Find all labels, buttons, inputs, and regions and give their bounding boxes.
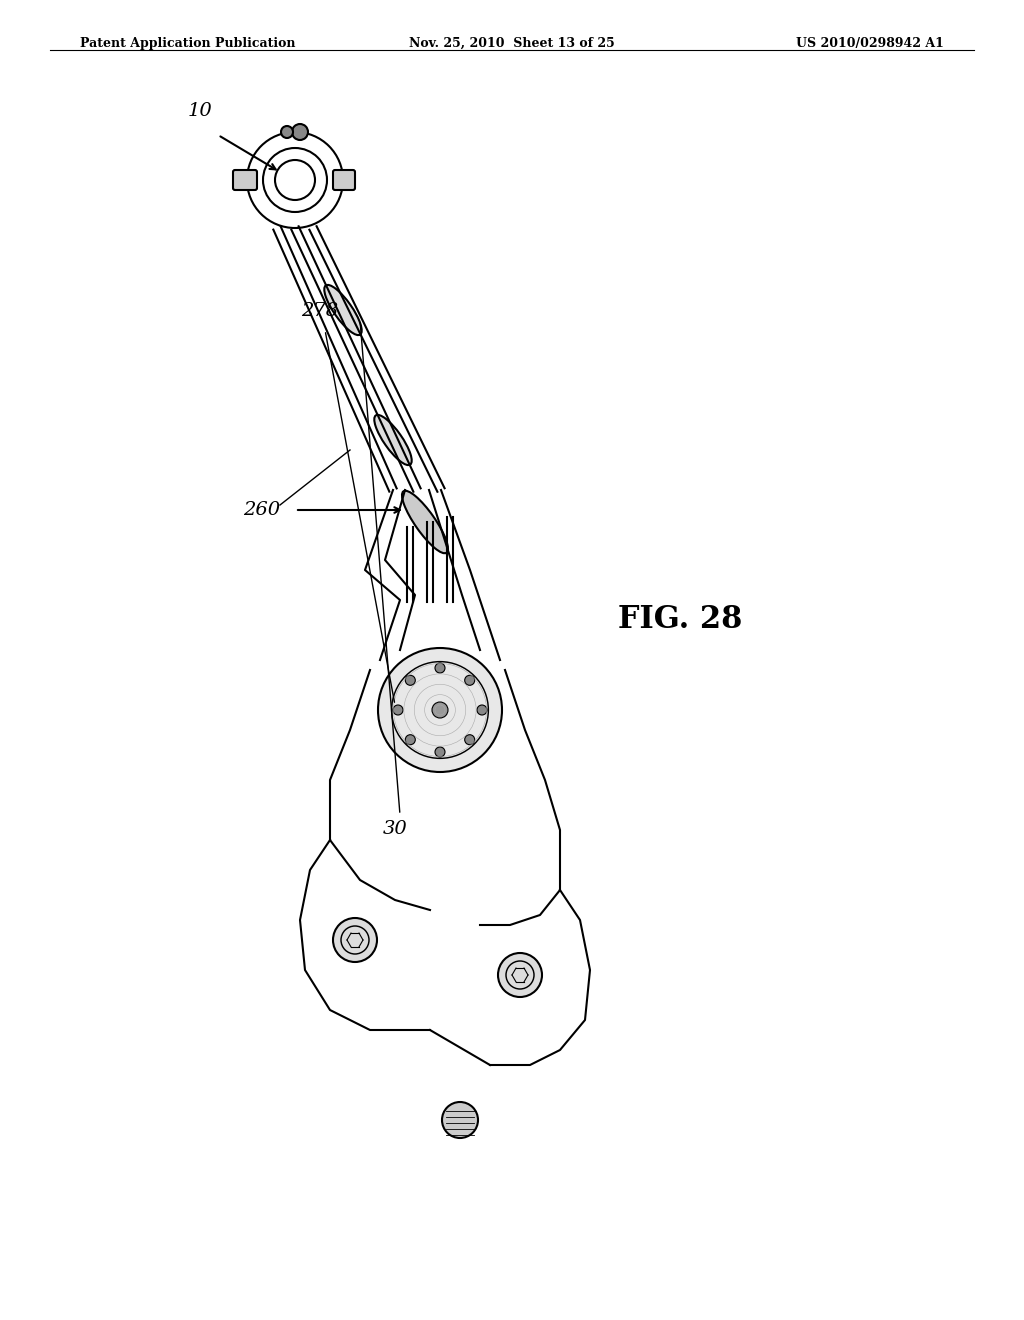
Circle shape (292, 124, 308, 140)
Text: 278: 278 (301, 302, 339, 319)
Circle shape (333, 917, 377, 962)
Circle shape (465, 735, 475, 744)
Circle shape (406, 676, 416, 685)
Text: Patent Application Publication: Patent Application Publication (80, 37, 296, 50)
Ellipse shape (375, 414, 412, 465)
Ellipse shape (402, 491, 449, 553)
Circle shape (432, 702, 449, 718)
Circle shape (465, 676, 475, 685)
Circle shape (498, 953, 542, 997)
Text: Nov. 25, 2010  Sheet 13 of 25: Nov. 25, 2010 Sheet 13 of 25 (410, 37, 614, 50)
Circle shape (281, 125, 293, 139)
Text: FIG. 28: FIG. 28 (617, 605, 742, 635)
Circle shape (435, 663, 445, 673)
Circle shape (393, 705, 403, 715)
Circle shape (406, 735, 416, 744)
Circle shape (435, 747, 445, 756)
Circle shape (477, 705, 487, 715)
Text: 10: 10 (187, 102, 212, 120)
Text: US 2010/0298942 A1: US 2010/0298942 A1 (796, 37, 944, 50)
Text: 30: 30 (383, 820, 408, 838)
FancyBboxPatch shape (333, 170, 355, 190)
FancyBboxPatch shape (233, 170, 257, 190)
Circle shape (442, 1102, 478, 1138)
Ellipse shape (325, 285, 361, 335)
Text: 260: 260 (243, 502, 280, 519)
Circle shape (378, 648, 502, 772)
